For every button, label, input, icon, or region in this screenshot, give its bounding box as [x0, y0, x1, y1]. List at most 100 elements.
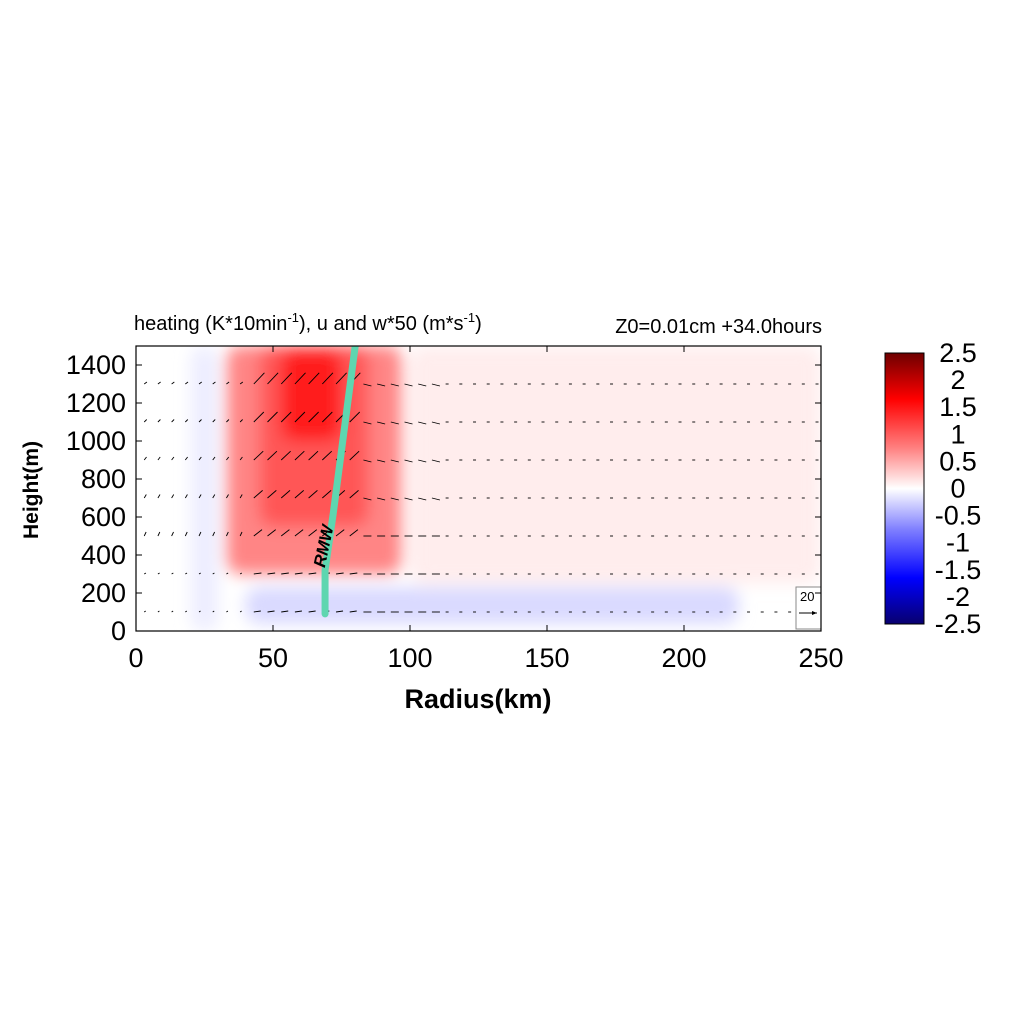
wind-vector [280, 411, 292, 423]
wind-vector [363, 421, 372, 425]
wind-vector [280, 529, 290, 537]
wind-vector [431, 459, 441, 463]
heating-patch-4 [245, 587, 739, 624]
wind-vector [171, 456, 175, 461]
wind-vector [377, 459, 386, 463]
wind-vector [377, 497, 386, 501]
x-axis: 0 50 100 150 200 250 [128, 346, 844, 673]
colorbar-tick-label: -2 [946, 582, 970, 612]
wind-vector [157, 381, 161, 385]
wind-vector [280, 490, 291, 499]
wind-vector [404, 383, 413, 387]
colorbar-tick-label: -2.5 [935, 609, 982, 639]
x-axis-label: Radius(km) [404, 684, 551, 714]
wind-vector [363, 459, 372, 463]
y-tick-label: 1200 [66, 388, 126, 418]
wind-vector [253, 610, 261, 613]
wind-vector [390, 421, 399, 425]
wind-vector [267, 450, 278, 461]
wind-vector [226, 572, 229, 575]
wind-vector [143, 456, 147, 461]
colorbar-tick-label: 1.5 [939, 392, 977, 422]
wind-vector [335, 529, 345, 537]
wind-vector [171, 494, 175, 499]
wind-vector [390, 383, 399, 387]
wind-vector [294, 572, 303, 575]
wind-vector [198, 531, 202, 537]
wind-vector [239, 610, 242, 613]
y-tick-label: 1400 [66, 350, 126, 380]
wind-vector [157, 456, 161, 461]
wind-vector [239, 494, 243, 499]
wind-vector [212, 531, 216, 537]
wind-vector [212, 381, 216, 385]
wind-vector [349, 490, 359, 499]
wind-vector [185, 572, 188, 575]
colorbar-tick-label: -1 [946, 528, 970, 558]
wind-vector [185, 419, 189, 423]
colorbar-tick-label: 0.5 [939, 446, 977, 476]
wind-vector [239, 531, 243, 537]
y-tick-label: 400 [81, 540, 126, 570]
x-tick-label: 0 [128, 643, 143, 673]
wind-vector [431, 421, 441, 425]
wind-vector [267, 529, 276, 537]
wind-vector [226, 381, 230, 385]
wind-vector [308, 411, 319, 423]
plot-area: RMW 20 [136, 346, 821, 631]
wind-vector [308, 572, 317, 575]
wind-vector [349, 529, 359, 537]
reference-vector: 20 [795, 586, 821, 630]
wind-vector [280, 372, 293, 385]
wind-vector [143, 572, 147, 575]
wind-vector [253, 450, 264, 461]
wind-vector [171, 381, 175, 385]
wind-vector [226, 610, 229, 613]
wind-vector [349, 610, 357, 613]
y-tick-label: 1000 [66, 426, 126, 456]
wind-vector [157, 572, 160, 575]
wind-vector [363, 383, 372, 387]
wind-vector [322, 450, 333, 461]
wind-vector [253, 490, 263, 499]
wind-vector [267, 411, 278, 423]
x-tick-label: 100 [387, 643, 432, 673]
wind-vector [253, 411, 265, 423]
wind-vector [418, 497, 427, 501]
wind-vector [226, 494, 229, 499]
wind-vector [308, 490, 318, 499]
wind-vector [322, 490, 332, 499]
wind-vector [404, 421, 413, 425]
wind-vector [157, 610, 160, 613]
wind-vector [198, 610, 201, 613]
rmw-line [321, 346, 359, 618]
heating-patch-5 [410, 346, 821, 584]
y-axis: 0 200 400 600 800 1000 1200 1400 [66, 350, 821, 646]
wind-vector [267, 572, 276, 575]
wind-vector [184, 456, 188, 461]
wind-vector [390, 459, 399, 463]
chart-title-right: Z0=0.01cm +34.0hours [615, 316, 822, 338]
wind-vector [198, 456, 202, 461]
y-tick-label: 600 [81, 502, 126, 532]
heating-patch-3 [190, 346, 219, 631]
wind-vector [143, 381, 148, 385]
colorbar-tick-label: 2.5 [939, 338, 977, 368]
wind-vector [171, 531, 174, 537]
wind-vector [294, 610, 302, 613]
y-axis-label: Height(m) [20, 441, 43, 539]
colorbar-tick-label: 2 [950, 365, 965, 395]
wind-vector [171, 419, 175, 423]
wind-vector [267, 610, 275, 613]
colorbar-tick-label: -1.5 [935, 555, 982, 585]
wind-vector [363, 497, 372, 501]
wind-vector [294, 372, 306, 385]
wind-vector [377, 421, 386, 425]
wind-vector [267, 490, 277, 499]
heating-patch-2 [281, 349, 342, 441]
wind-vector [198, 381, 202, 385]
wind-vector [212, 494, 216, 499]
wind-vector [281, 610, 289, 613]
wind-vector [171, 572, 174, 575]
wind-vector [294, 411, 306, 423]
